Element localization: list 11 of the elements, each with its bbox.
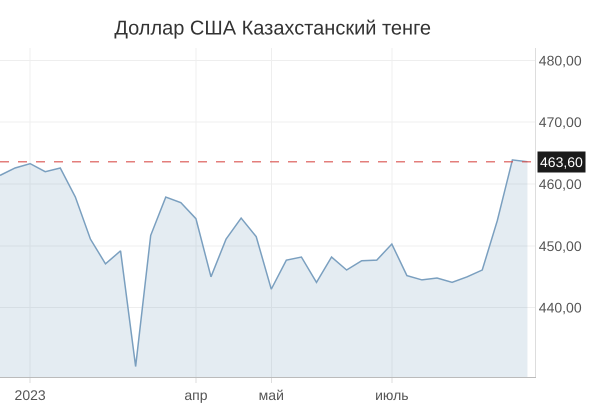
x-tick-label: май: [258, 386, 284, 403]
y-tick-label: 470,00: [538, 114, 582, 130]
ref-line-label: 463,60: [540, 154, 584, 170]
chart-title: Доллар США Казахстанский тенге: [114, 18, 432, 40]
x-tick-label: июль: [375, 386, 409, 403]
x-tick-label: апр: [184, 386, 208, 403]
y-tick-label: 480,00: [538, 52, 582, 68]
y-tick-label: 450,00: [538, 238, 582, 254]
y-tick-label: 440,00: [538, 300, 582, 316]
x-tick-label: 2023: [14, 386, 46, 403]
y-tick-label: 460,00: [538, 176, 582, 192]
